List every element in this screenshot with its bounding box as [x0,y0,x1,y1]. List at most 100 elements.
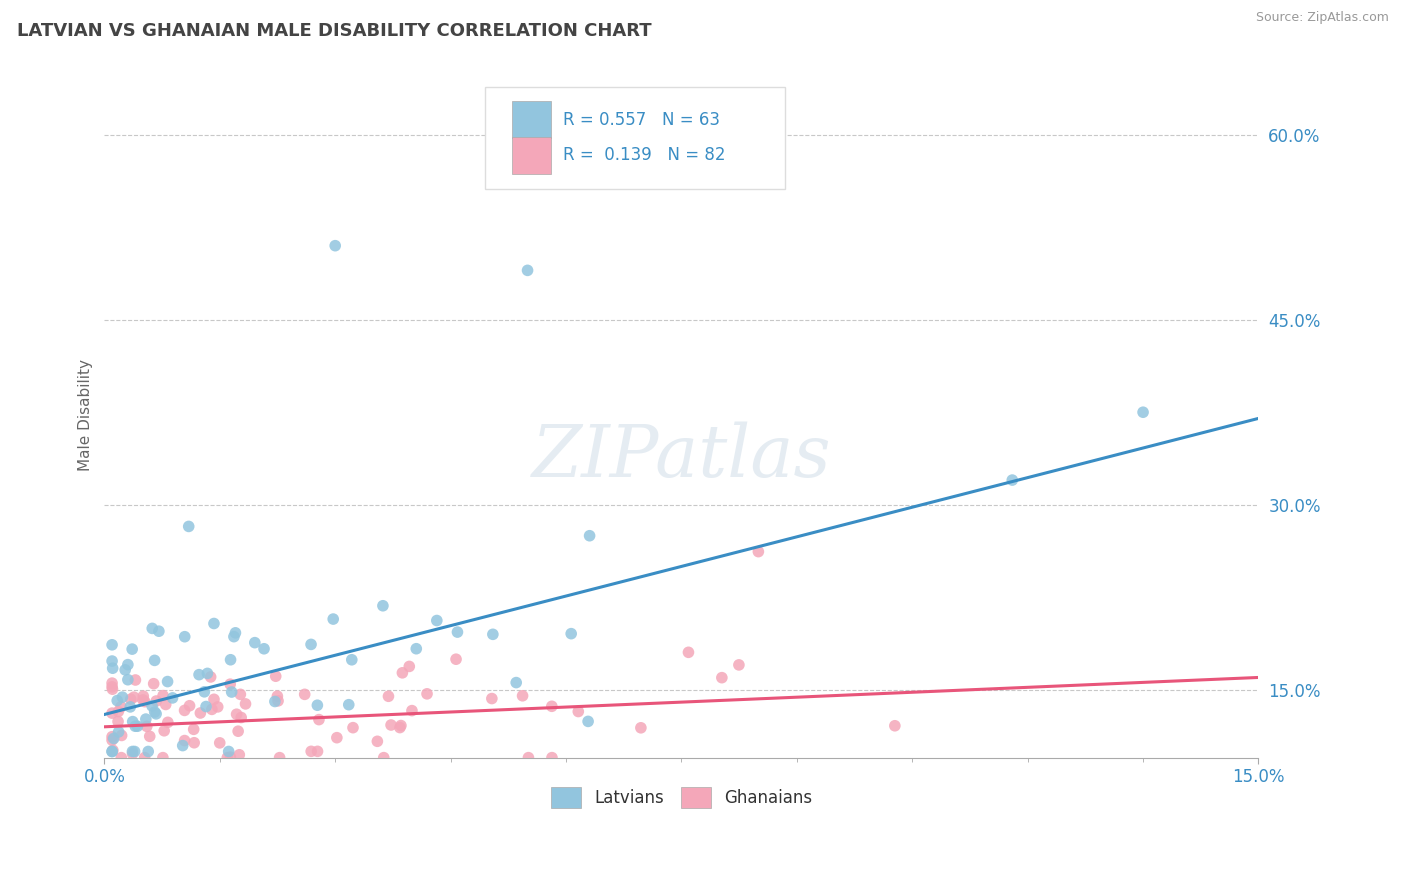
Point [101,733,124,747]
Point [576,714,599,729]
Point [505,675,527,690]
Point [226,724,249,739]
Point [101,706,124,720]
Point [101,682,124,697]
Point [155,698,177,712]
Point [101,661,124,675]
Point [883,719,905,733]
Point [101,676,124,690]
Point [578,529,600,543]
Point [105,693,128,707]
Point [391,665,413,680]
Point [101,744,124,758]
Text: Source: ZipAtlas.com: Source: ZipAtlas.com [1256,11,1389,24]
Point [110,699,132,714]
Point [388,721,411,735]
Point [512,689,534,703]
Point [426,614,449,628]
Point [221,685,243,699]
Point [266,689,288,703]
Point [326,731,349,745]
Point [103,731,125,746]
Point [101,730,124,744]
Point [101,680,124,694]
Text: R =  0.139   N = 82: R = 0.139 N = 82 [562,146,725,164]
Point [148,624,170,639]
Point [132,693,155,707]
Point [120,699,142,714]
Point [337,698,360,712]
Point [117,673,139,687]
Point [143,705,166,719]
Point [107,724,129,739]
Point [145,694,167,708]
Point [323,238,346,252]
Point [162,690,184,705]
Point [1001,473,1024,487]
Point [153,723,176,738]
Point [135,712,157,726]
Point [156,674,179,689]
Point [219,750,242,764]
Point [136,744,159,758]
Point [101,743,124,757]
Point [340,653,363,667]
Point [366,734,388,748]
Point [188,667,211,681]
Point [405,641,427,656]
Point [217,750,239,764]
Point [481,691,503,706]
Point [183,736,205,750]
Point [747,544,769,558]
Point [124,744,146,758]
Point [482,627,505,641]
Point [1132,405,1154,419]
Point [200,670,222,684]
Point [152,689,174,703]
Point [111,690,134,705]
FancyBboxPatch shape [485,87,786,189]
Text: ZIPatlas: ZIPatlas [531,421,831,491]
Point [101,638,124,652]
Point [371,599,394,613]
Point [143,653,166,667]
Point [208,736,231,750]
Point [117,657,139,672]
Point [398,659,420,673]
Point [678,645,700,659]
Point [121,714,143,729]
Point [541,750,564,764]
Point [145,706,167,721]
Legend: Latvians, Ghanaians: Latvians, Ghanaians [544,780,818,814]
Point [560,626,582,640]
Point [124,719,146,733]
Point [135,719,157,733]
Point [322,612,344,626]
FancyBboxPatch shape [512,101,551,138]
Point [219,677,242,691]
Point [201,702,224,716]
Point [121,747,143,761]
Point [173,733,195,747]
Point [218,744,240,758]
Point [307,744,329,758]
Point [342,721,364,735]
Point [183,723,205,737]
Point [141,698,163,713]
Text: R = 0.557   N = 63: R = 0.557 N = 63 [562,111,720,128]
Point [567,705,589,719]
Point [253,641,276,656]
Point [195,699,218,714]
Point [308,713,330,727]
Point [267,694,290,708]
Point [122,690,145,705]
Point [111,729,134,743]
Point [114,663,136,677]
Point [540,699,562,714]
Point [373,750,395,764]
Point [132,689,155,703]
Point [197,666,219,681]
Point [127,719,149,733]
Text: LATVIAN VS GHANAIAN MALE DISABILITY CORRELATION CHART: LATVIAN VS GHANAIAN MALE DISABILITY CORR… [17,22,651,40]
Point [231,710,253,724]
